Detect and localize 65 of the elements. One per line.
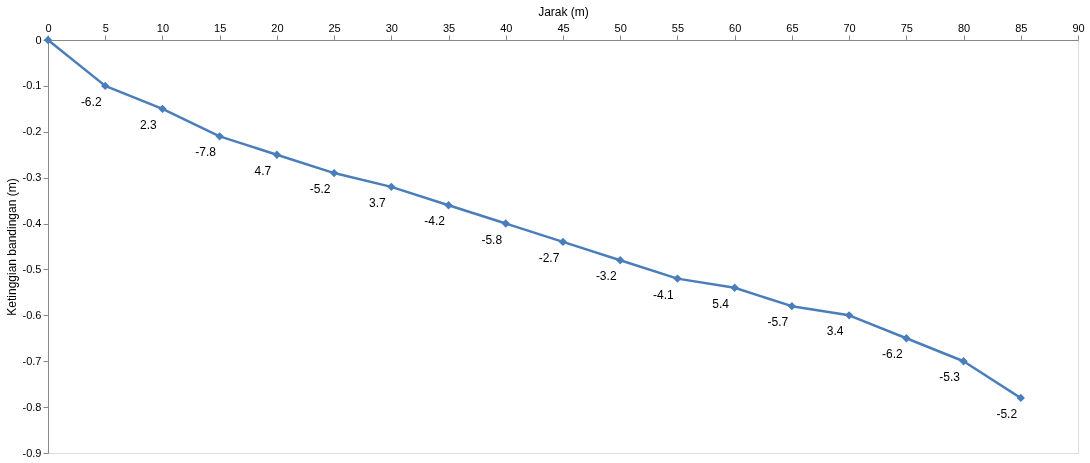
y-tick-label: -0.5 — [22, 262, 42, 275]
annotation: -2.7 — [538, 250, 560, 265]
y-tick-label: -0.4 — [22, 217, 42, 230]
annotation: -3.2 — [595, 269, 617, 284]
annotation: -5.8 — [481, 232, 503, 247]
x-tick-label: 25 — [328, 21, 341, 34]
y-tick-label: -0.3 — [22, 171, 42, 184]
point — [329, 168, 339, 178]
annotation: 4.7 — [254, 163, 272, 178]
point — [444, 201, 453, 210]
annotation: -6.2 — [881, 347, 903, 362]
point — [101, 81, 110, 91]
x-tick-label: 20 — [271, 21, 284, 34]
annotation: 3.4 — [826, 324, 844, 339]
annotation: -5.2 — [996, 406, 1018, 421]
annotation: -5.2 — [309, 182, 331, 197]
point — [558, 237, 568, 247]
annotation: -5.3 — [939, 370, 961, 385]
point — [902, 334, 911, 343]
y-tick-label: -0.1 — [22, 79, 42, 92]
annotation: 5.4 — [712, 296, 730, 311]
x-tick-label: 90 — [1072, 21, 1085, 34]
point — [787, 301, 797, 311]
x-tick-label: 45 — [557, 21, 570, 34]
x-tick-label: 50 — [614, 21, 627, 34]
y-axis-title: Ketinggian bandingan (m) — [4, 178, 19, 316]
x-tick-label: 15 — [214, 21, 227, 34]
point — [215, 132, 224, 141]
x-tick-label: 10 — [156, 21, 170, 34]
y-tick-label: -0.2 — [22, 125, 42, 138]
x-tick-label: 75 — [900, 21, 913, 34]
x-tick-label: 40 — [500, 21, 513, 34]
y-tick-label: -0.9 — [22, 446, 42, 459]
y-tick-label: -0.7 — [22, 354, 42, 367]
annotation: 2.3 — [140, 117, 158, 132]
point — [730, 283, 739, 292]
point — [844, 311, 854, 320]
point — [1016, 393, 1025, 403]
y-tick-label: -0.6 — [22, 308, 42, 321]
annotation: -7.8 — [195, 145, 217, 160]
x-tick-label: 0 — [45, 21, 52, 34]
x-tick-label: 80 — [957, 21, 971, 34]
point — [272, 150, 282, 159]
point — [387, 182, 396, 192]
point — [673, 274, 682, 283]
point — [959, 357, 968, 366]
x-tick-label: 5 — [102, 21, 109, 34]
annotation: -4.1 — [653, 287, 675, 302]
x-tick-label: 30 — [385, 21, 398, 34]
annotation: -6.2 — [80, 94, 102, 109]
point — [501, 219, 510, 228]
x-tick-label: 60 — [729, 21, 742, 34]
annotation: -4.2 — [424, 214, 446, 229]
annotation: -5.7 — [767, 315, 789, 330]
x-tick-label: 35 — [442, 21, 456, 34]
x-tick-label: 55 — [671, 21, 685, 34]
y-tick-label: 0 — [35, 33, 42, 46]
point — [616, 256, 625, 265]
y-tick-label: -0.8 — [22, 400, 42, 413]
x-tick-label: 70 — [843, 21, 856, 34]
x-tick-label: 85 — [1015, 21, 1028, 34]
x-tick-label: 65 — [786, 21, 799, 34]
annotation: 3.7 — [368, 195, 386, 210]
x-axis-title: Jarak (m) — [538, 4, 589, 19]
point — [158, 104, 167, 114]
